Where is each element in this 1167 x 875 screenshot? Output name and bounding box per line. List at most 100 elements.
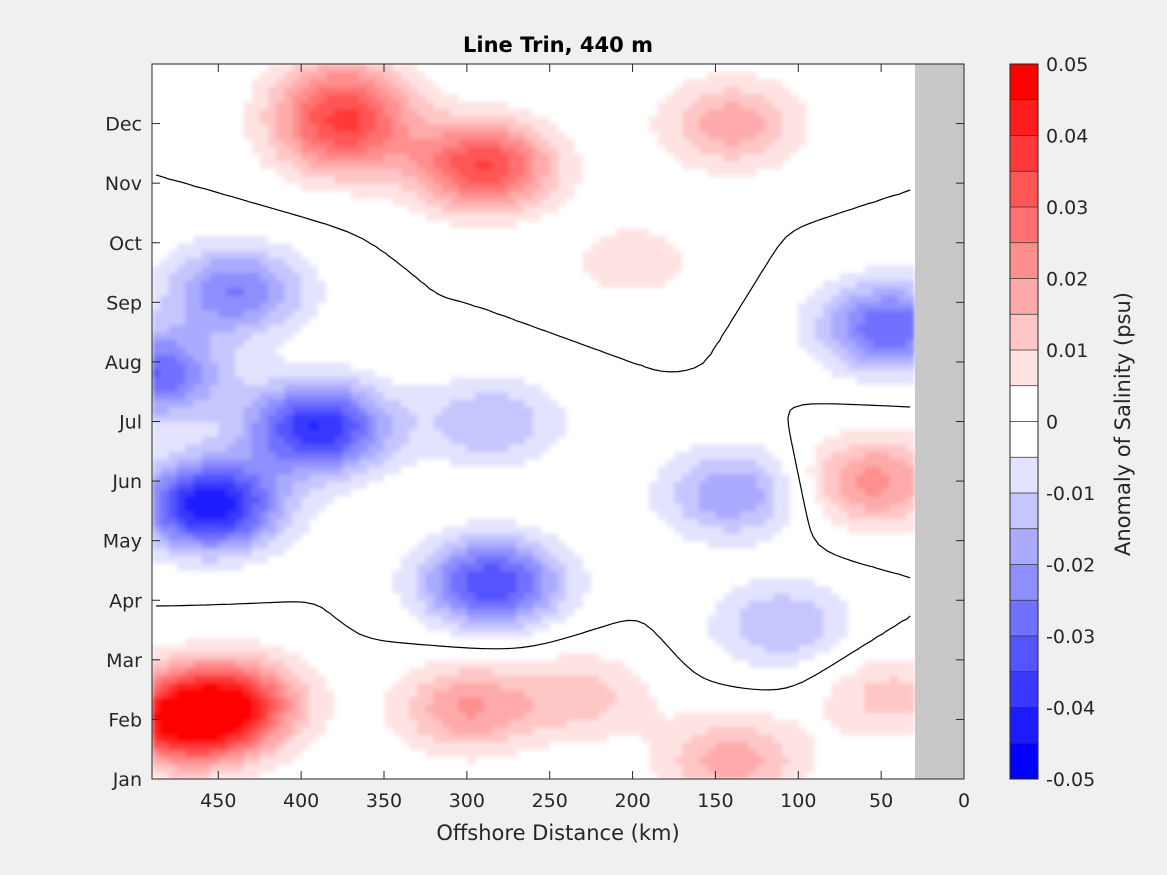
field-cell (640, 563, 650, 572)
field-cell (591, 510, 601, 519)
field-cell (574, 585, 584, 594)
field-cell (881, 600, 891, 609)
field-cell (160, 600, 170, 609)
field-cell (839, 406, 849, 415)
field-cell (292, 644, 302, 653)
field-cell (607, 391, 617, 400)
field-cell (400, 406, 410, 415)
field-cell (740, 503, 750, 512)
field-cell (201, 533, 211, 542)
field-cell (350, 548, 360, 557)
field-cell (483, 510, 493, 519)
field-cell (756, 406, 766, 415)
field-cell (616, 495, 625, 505)
field-cell (301, 540, 311, 549)
field-cell (417, 622, 427, 631)
field-cell (607, 458, 617, 467)
field-cell (707, 711, 717, 721)
field-cell (425, 592, 435, 601)
field-cell (682, 697, 692, 706)
field-cell (674, 563, 683, 572)
field-cell (193, 741, 203, 750)
field-cell (773, 577, 783, 586)
field-cell (831, 443, 841, 452)
field-cell (864, 674, 874, 683)
field-cell (765, 689, 775, 698)
field-cell (591, 399, 601, 408)
field-cell (433, 488, 443, 497)
field-cell (450, 659, 460, 668)
field-cell (268, 406, 277, 415)
field-cell (176, 600, 186, 609)
field-cell (259, 451, 269, 460)
field-cell (392, 376, 402, 385)
field-cell (359, 481, 369, 490)
field-cell (226, 577, 236, 586)
field-cell (524, 711, 534, 721)
field-cell (450, 667, 460, 676)
field-cell (350, 607, 360, 616)
field-cell (475, 592, 485, 601)
field-cell (400, 667, 410, 676)
field-cell (632, 585, 642, 594)
field-cell (558, 756, 567, 765)
field-cell (773, 764, 783, 773)
field-cell (649, 644, 659, 653)
field-cell (566, 376, 576, 385)
field-cell (533, 667, 543, 676)
field-cell (326, 533, 335, 542)
field-cell (524, 555, 534, 564)
field-cell (748, 697, 758, 706)
field-cell (210, 518, 219, 527)
field-cell (723, 540, 733, 549)
field-cell (392, 451, 402, 460)
field-cell (599, 756, 609, 765)
field-cell (823, 466, 833, 475)
field-cell (533, 525, 543, 534)
field-cell (549, 488, 559, 497)
field-cell (541, 689, 551, 698)
field-cell (723, 592, 733, 601)
field-cell (500, 414, 509, 423)
field-cell (798, 399, 808, 408)
field-cell (765, 466, 775, 475)
field-cell (856, 451, 866, 460)
field-cell (243, 622, 253, 631)
field-cell (334, 391, 344, 400)
field-cell (185, 369, 195, 378)
field-cell (259, 719, 269, 728)
field-cell (566, 577, 576, 586)
field-cell (284, 518, 294, 527)
field-cell (881, 436, 891, 445)
field-cell (168, 592, 178, 601)
field-cell (524, 600, 534, 609)
field-cell (558, 510, 567, 519)
field-cell (301, 756, 311, 765)
field-cell (168, 488, 178, 497)
field-cell (632, 674, 642, 683)
field-cell (384, 615, 393, 624)
field-cell (823, 652, 833, 661)
field-cell (317, 704, 327, 713)
field-cell (334, 421, 344, 430)
field-cell (906, 421, 915, 430)
field-cell (317, 384, 327, 393)
field-cell (864, 689, 874, 698)
field-cell (864, 481, 874, 490)
field-cell (317, 518, 327, 527)
field-cell (152, 726, 161, 735)
field-cell (326, 466, 335, 475)
field-cell (259, 369, 269, 378)
field-cell (839, 615, 849, 624)
field-cell (740, 510, 750, 519)
field-cell (624, 749, 634, 758)
field-cell (690, 421, 700, 430)
field-cell (906, 548, 915, 557)
field-cell (599, 615, 609, 624)
field-cell (872, 630, 882, 639)
field-cell (185, 600, 195, 609)
field-cell (218, 697, 228, 706)
field-cell (541, 406, 551, 415)
field-cell (732, 481, 741, 490)
field-cell (185, 637, 195, 646)
